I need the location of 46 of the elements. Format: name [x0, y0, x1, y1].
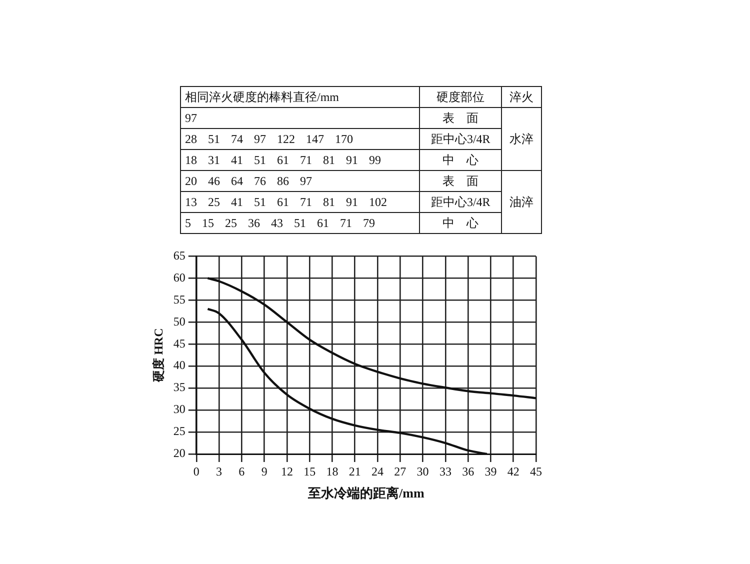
x-tick-label: 21 — [348, 464, 361, 478]
text: 5 15 25 36 43 51 61 71 79 — [180, 212, 420, 234]
x-tick-label: 6 — [238, 464, 245, 478]
y-tick-label: 55 — [173, 292, 186, 306]
text: 表 面 — [420, 170, 502, 192]
text: 中 心 — [420, 150, 502, 170]
y-tick-label: 25 — [173, 424, 186, 438]
text: 中 心 — [420, 212, 502, 234]
x-tick-label: 18 — [326, 464, 338, 478]
y-tick-label: 45 — [173, 336, 186, 350]
x-tick-label: 24 — [372, 464, 384, 478]
y-tick-label: 50 — [173, 314, 186, 328]
y-tick-label: 30 — [173, 402, 186, 416]
y-tick-label: 40 — [173, 358, 186, 372]
y-axis-title: 硬度 HRC — [151, 328, 166, 383]
x-tick-label: 0 — [193, 464, 200, 478]
x-tick-label: 3 — [216, 464, 222, 478]
text: 18 31 41 51 61 71 81 91 99 — [180, 150, 420, 170]
line-series — [206, 277, 536, 400]
text: 淬火 — [502, 86, 542, 108]
x-tick-label: 42 — [507, 464, 520, 478]
y-tick-label: 20 — [173, 446, 186, 460]
x-tick-label: 12 — [280, 464, 293, 478]
text: 油淬 — [502, 170, 542, 234]
x-tick-label: 30 — [416, 464, 429, 478]
y-tick-label: 35 — [173, 380, 186, 394]
x-tick-label: 15 — [304, 464, 316, 478]
x-axis-title: 至水冷端的距离/mm — [307, 486, 424, 501]
x-tick-label: 45 — [530, 464, 542, 478]
y-tick-label: 60 — [173, 270, 186, 284]
y-tick-label: 65 — [173, 248, 186, 262]
x-tick-label: 33 — [439, 464, 452, 478]
text: 相同淬火硬度的棒料直径/mm — [180, 86, 420, 108]
text: 97 — [180, 108, 420, 128]
text: 硬度部位 — [420, 86, 502, 108]
x-tick-label: 36 — [462, 464, 474, 478]
text: 13 25 41 51 61 71 81 91 102 — [180, 192, 420, 212]
text: 表 面 — [420, 108, 502, 128]
text: 28 51 74 97 122 147 170 — [180, 128, 420, 150]
x-tick-label: 27 — [394, 464, 406, 478]
text: 距中心3/4R — [420, 128, 502, 150]
x-tick-label: 9 — [261, 464, 268, 478]
text: 水淬 — [502, 108, 542, 170]
text: 距中心3/4R — [420, 192, 502, 212]
text: 20 46 64 76 86 97 — [180, 170, 420, 192]
x-tick-label: 39 — [484, 464, 497, 478]
